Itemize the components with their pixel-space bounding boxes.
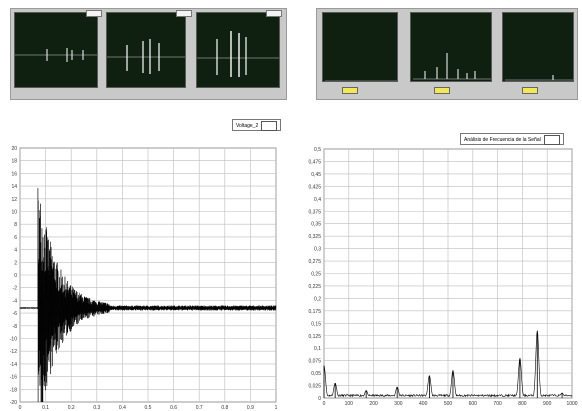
freq-chart-y-tick-label: 0,475 bbox=[308, 159, 321, 165]
time-chart-y-tick-label: -6 bbox=[13, 311, 18, 317]
freq-chart-x-tick-label: 200 bbox=[369, 401, 378, 407]
time-chart-y-tick-label: 18 bbox=[11, 159, 17, 165]
freq-chart-y-tick-label: 0,125 bbox=[308, 334, 321, 340]
freq-chart-y-tick-label: 0,4 bbox=[314, 197, 321, 203]
freq-chart-x-tick-label: 400 bbox=[419, 401, 428, 407]
freq-chart-y-tick-label: 0,175 bbox=[308, 309, 321, 315]
freq-chart-y-tick-label: 0,15 bbox=[311, 321, 321, 327]
time-chart-y-tick-label: 8 bbox=[14, 222, 17, 228]
spectrum-thumb-3[interactable] bbox=[502, 12, 574, 82]
time-chart-y-tick-label: -2 bbox=[13, 286, 18, 292]
time-chart-y-tick-label: 0 bbox=[14, 273, 17, 279]
freq-chart-x-tick-label: 500 bbox=[444, 401, 453, 407]
waveform-thumb-2-plot bbox=[107, 39, 185, 74]
freq-chart-x-tick-label: 700 bbox=[493, 401, 502, 407]
time-chart-y-tick-label: 10 bbox=[11, 210, 17, 216]
time-chart-y-tick-label: -10 bbox=[10, 337, 17, 343]
voltage-2-trace bbox=[19, 188, 277, 403]
time-chart-y-tick-label: 4 bbox=[14, 248, 17, 254]
freq-chart-y-tick-label: 0,1 bbox=[314, 346, 321, 352]
time-chart-y-tick-label: 2 bbox=[14, 260, 17, 266]
frequency-spectrum-trace bbox=[323, 330, 573, 398]
freq-chart-legend: Análisis de Frecuencia de la Señal bbox=[460, 133, 564, 145]
time-chart-y-tick-label: -12 bbox=[10, 349, 17, 355]
waveform-thumb-3-plot bbox=[197, 31, 279, 77]
time-chart-x-tick-label: 0.5 bbox=[145, 405, 152, 411]
time-chart-x-tick-label: 0.4 bbox=[119, 405, 126, 411]
freq-chart-y-tick-label: 0,2 bbox=[314, 296, 321, 302]
time-chart-y-tick-label: 12 bbox=[11, 197, 17, 203]
freq-chart-y-tick-label: 0,5 bbox=[314, 147, 321, 153]
waveform-thumb-1-legend bbox=[86, 10, 102, 17]
freq-chart-x-tick-label: 800 bbox=[518, 401, 527, 407]
spectrum-thumb-2-plot bbox=[413, 53, 491, 80]
freq-chart-y-tick-label: 0 bbox=[318, 396, 321, 402]
time-chart-legend-label: Voltage_2 bbox=[236, 123, 259, 129]
time-chart-x-tick-label: 0.1 bbox=[42, 405, 49, 411]
spectrum-thumb-1[interactable] bbox=[322, 12, 398, 82]
freq-chart-y-tick-label: 0,25 bbox=[311, 272, 321, 278]
freq-chart-x-tick-label: 100 bbox=[345, 401, 354, 407]
freq-chart-x-tick-label: 0 bbox=[323, 401, 326, 407]
time-chart-x-tick-label: 0.9 bbox=[247, 405, 254, 411]
spectrum-thumb-1-plot bbox=[325, 80, 397, 81]
time-chart-y-tick-label: 14 bbox=[11, 184, 17, 190]
freq-chart-y-tick-label: 0,025 bbox=[308, 384, 321, 390]
freq-chart-x-tick-label: 1000 bbox=[566, 401, 577, 407]
waveform-thumb-1[interactable] bbox=[14, 12, 98, 88]
time-chart-x-tick-label: 0.3 bbox=[93, 405, 100, 411]
frequency-chart: 0,5 0,475 0,45 0,425 0,4 0,375 0,35 0,325 0,3 0,2… bbox=[308, 147, 577, 407]
time-chart-y-tick-label: 16 bbox=[11, 171, 17, 177]
freq-chart-y-tick-label: 0,375 bbox=[308, 209, 321, 215]
spectrum-thumb-3-plot bbox=[505, 75, 573, 81]
spectrum-thumb-2[interactable] bbox=[410, 12, 492, 82]
waveform-thumb-3-legend bbox=[266, 10, 282, 17]
waveform-thumb-3[interactable] bbox=[196, 12, 280, 88]
line-style-icon[interactable] bbox=[543, 134, 560, 145]
freq-chart-y-tick-label: 0,275 bbox=[308, 259, 321, 265]
time-chart-x-tick-label: 0 bbox=[19, 405, 22, 411]
freq-chart-x-tick-label: 900 bbox=[543, 401, 552, 407]
spectrum-thumb-3-indicator[interactable] bbox=[522, 87, 538, 94]
freq-chart-y-tick-label: 0,35 bbox=[311, 222, 321, 228]
time-chart-y-tick-label: -20 bbox=[10, 400, 17, 406]
time-chart-y-tick-label: 20 bbox=[11, 146, 17, 152]
spectrum-thumb-2-indicator[interactable] bbox=[434, 87, 450, 94]
waveform-thumb-1-plot bbox=[15, 48, 97, 62]
time-chart-y-tick-label: -18 bbox=[10, 387, 17, 393]
time-chart-y-tick-label: -4 bbox=[13, 298, 18, 304]
freq-chart-legend-label: Análisis de Frecuencia de la Señal bbox=[464, 137, 541, 143]
time-chart-x-tick-label: 0.7 bbox=[196, 405, 203, 411]
freq-chart-y-tick-label: 0,425 bbox=[308, 184, 321, 190]
time-chart-y-tick-label: -8 bbox=[13, 324, 18, 330]
spectrum-thumb-1-indicator[interactable] bbox=[342, 87, 358, 94]
freq-chart-y-tick-label: 0,3 bbox=[314, 247, 321, 253]
time-chart-legend: Voltage_2 bbox=[232, 119, 282, 131]
freq-chart-y-tick-label: 0,075 bbox=[308, 359, 321, 365]
time-chart-x-tick-label: 0.2 bbox=[68, 405, 75, 411]
waveform-thumb-2[interactable] bbox=[106, 12, 186, 88]
freq-chart-y-tick-label: 0,325 bbox=[308, 234, 321, 240]
freq-chart-x-tick-label: 300 bbox=[394, 401, 403, 407]
freq-chart-y-tick-label: 0,225 bbox=[308, 284, 321, 290]
freq-chart-y-tick-label: 0,45 bbox=[311, 172, 321, 178]
freq-chart-y-tick-label: 0,05 bbox=[311, 371, 321, 377]
time-chart-x-tick-label: 1 bbox=[275, 405, 278, 411]
spectrum-thumb-controls bbox=[322, 86, 574, 94]
time-chart-y-tick-label: -14 bbox=[10, 362, 17, 368]
line-style-icon[interactable] bbox=[261, 120, 278, 131]
time-chart-x-tick-label: 0.8 bbox=[221, 405, 228, 411]
time-chart-y-tick-label: -16 bbox=[10, 375, 17, 381]
waveform-thumb-2-legend bbox=[176, 10, 192, 17]
time-domain-chart: 20181614121086420-2-4-6-8-10-12-14-16-18… bbox=[10, 146, 278, 411]
freq-chart-x-tick-label: 600 bbox=[469, 401, 478, 407]
time-chart-x-tick-label: 0.6 bbox=[170, 405, 177, 411]
time-chart-y-tick-label: 6 bbox=[14, 235, 17, 241]
